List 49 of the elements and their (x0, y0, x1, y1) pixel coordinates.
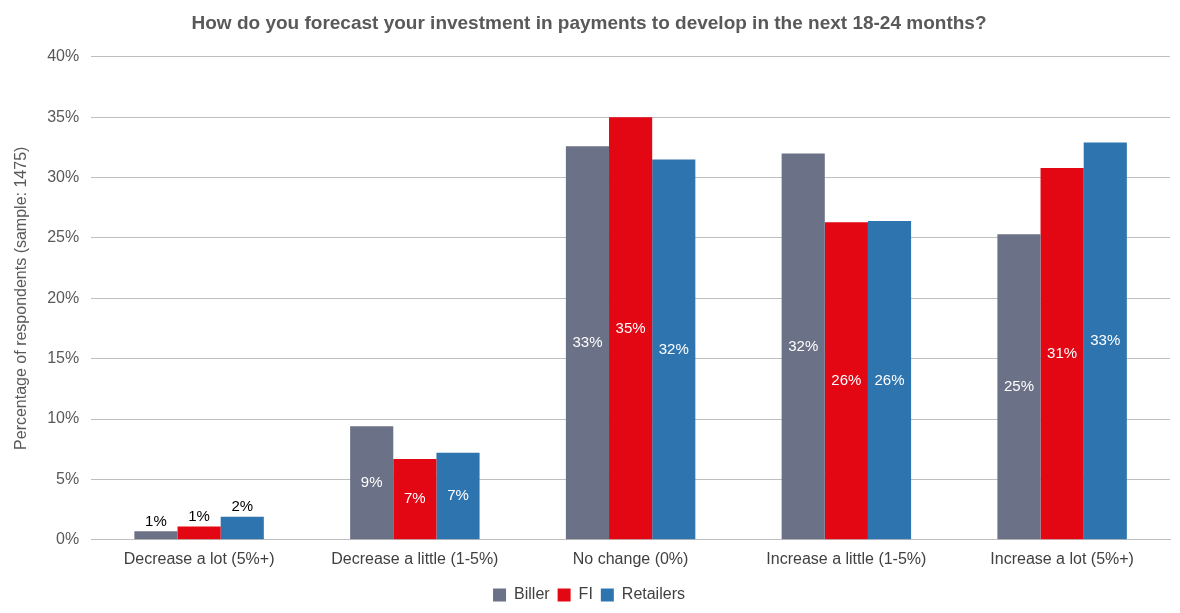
y-tick-label: 0% (56, 530, 80, 548)
bar (609, 117, 653, 540)
bar (824, 222, 868, 540)
legend-label: Biller (514, 585, 551, 603)
bar (393, 458, 437, 540)
bar (867, 221, 912, 540)
y-tick-label: 5% (56, 469, 80, 487)
data-label: 32% (658, 339, 689, 357)
data-label: 33% (1090, 331, 1121, 349)
chart-title: How do you forecast your investment in payments to develop in the next 18-24 months? (191, 11, 987, 33)
data-label: 1% (145, 511, 167, 529)
data-label: 32% (788, 336, 819, 354)
data-label: 26% (831, 371, 862, 389)
bar (134, 531, 178, 540)
bar (177, 526, 221, 540)
y-tick-label: 15% (47, 349, 80, 367)
y-axis-title: Percentage of respondents (sample: 1475) (12, 146, 30, 450)
x-tick-label: Increase a lot (5%+) (990, 549, 1134, 567)
data-label: 35% (615, 318, 646, 336)
data-label: 25% (1003, 377, 1034, 395)
x-tick-label: Increase a little (1-5%) (766, 549, 927, 567)
legend-label: FI (578, 585, 593, 603)
data-label: 26% (874, 370, 905, 388)
x-tick-label: Decrease a little (1-5%) (331, 549, 499, 567)
bar (1040, 167, 1084, 540)
y-tick-label: 10% (47, 409, 80, 427)
data-label: 31% (1047, 343, 1078, 361)
y-tick-label: 20% (47, 288, 80, 306)
data-label: 2% (231, 497, 254, 515)
bar (1083, 142, 1127, 540)
data-label: 9% (360, 473, 383, 491)
bar (220, 516, 264, 540)
data-label: 7% (447, 486, 469, 504)
y-tick-label: 30% (47, 167, 80, 185)
data-label: 7% (404, 489, 426, 507)
legend-label: Retailers (621, 585, 685, 603)
y-tick-label: 35% (47, 107, 80, 125)
data-label: 33% (572, 333, 603, 351)
bar (350, 426, 394, 540)
y-tick-label: 40% (47, 47, 80, 65)
x-tick-label: Decrease a lot (5%+) (123, 549, 275, 567)
y-tick-label: 25% (47, 228, 80, 246)
bar (565, 146, 610, 540)
bar (436, 452, 480, 540)
bar (997, 234, 1041, 540)
bar (781, 153, 825, 540)
bar (652, 159, 696, 540)
data-label: 1% (188, 507, 210, 525)
x-tick-label: No change (0%) (572, 549, 689, 567)
